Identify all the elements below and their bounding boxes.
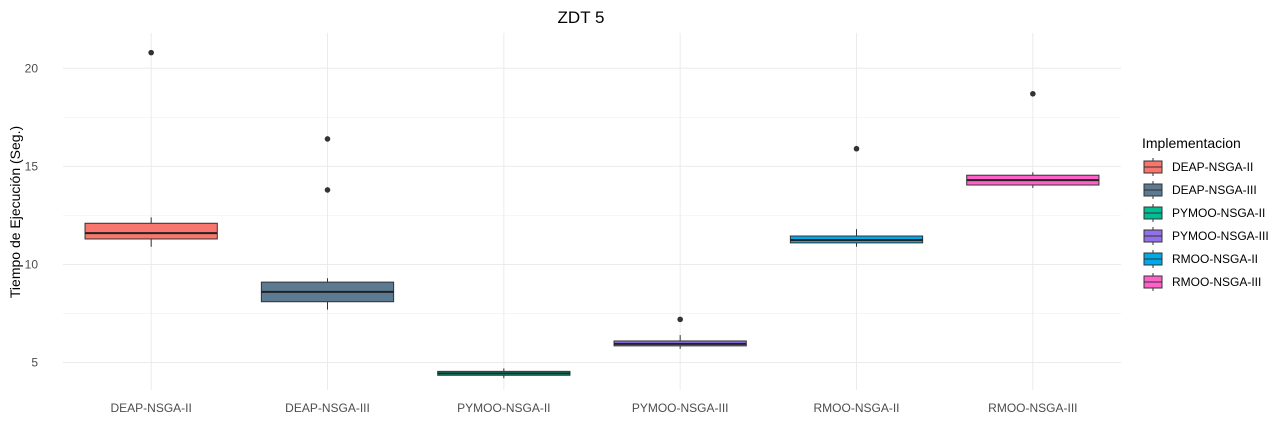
x-tick-label: PYMOO-NSGA-II [457, 401, 550, 415]
legend-item: PYMOO-NSGA-III [1143, 227, 1269, 245]
outlier-point [324, 187, 331, 193]
legend: Implementacion DEAP-NSGA-II DEAP-NSGA-III… [1142, 135, 1269, 291]
box-iqr [84, 222, 218, 240]
legend-label: PYMOO-NSGA-II [1172, 206, 1265, 220]
x-tick-label: DEAP-NSGA-III [285, 401, 370, 415]
legend-label: DEAP-NSGA-III [1172, 183, 1257, 197]
legend-item: PYMOO-NSGA-II [1143, 204, 1265, 222]
box-pymoo-nsga-iii [613, 316, 747, 349]
y-tick-labels: 5 10 15 20 [25, 61, 39, 369]
outlier-point [324, 136, 331, 142]
x-tick-label: DEAP-NSGA-II [110, 401, 191, 415]
legend-item: DEAP-NSGA-II [1143, 158, 1253, 176]
x-tick-label: RMOO-NSGA-II [814, 401, 900, 415]
legend-item: RMOO-NSGA-III [1143, 273, 1261, 291]
y-tick-label: 15 [25, 159, 39, 173]
gridlines [63, 33, 1121, 390]
chart-title: ZDT 5 [558, 8, 605, 27]
legend-title: Implementacion [1142, 135, 1241, 151]
y-tick-label: 20 [25, 61, 39, 75]
legend-label: RMOO-NSGA-II [1172, 252, 1258, 266]
boxes [84, 49, 1100, 379]
legend-label: DEAP-NSGA-II [1172, 160, 1253, 174]
y-axis-title: Tiempo de Ejecución (Seg.) [7, 126, 23, 298]
legend-item: DEAP-NSGA-III [1143, 181, 1257, 199]
x-tick-labels: DEAP-NSGA-II DEAP-NSGA-III PYMOO-NSGA-II PY… [110, 401, 1077, 415]
outlier-point [677, 316, 683, 323]
box-deap-nsga-ii [84, 49, 218, 247]
box-deap-nsga-iii [260, 136, 395, 310]
y-tick-label: 10 [25, 257, 39, 271]
x-tick-label: RMOO-NSGA-III [988, 401, 1077, 415]
x-tick-label: PYMOO-NSGA-III [632, 401, 729, 415]
legend-label: PYMOO-NSGA-III [1172, 229, 1269, 243]
outlier-point [1030, 91, 1036, 97]
legend-label: RMOO-NSGA-III [1172, 275, 1261, 289]
outlier-point [148, 49, 154, 56]
box-rmoo-nsga-iii [966, 91, 1100, 188]
legend-item: RMOO-NSGA-II [1143, 250, 1258, 268]
box-pymoo-nsga-ii [437, 368, 571, 379]
y-tick-label: 5 [31, 356, 38, 370]
box-rmoo-nsga-ii [789, 145, 924, 247]
outlier-point [853, 145, 860, 152]
